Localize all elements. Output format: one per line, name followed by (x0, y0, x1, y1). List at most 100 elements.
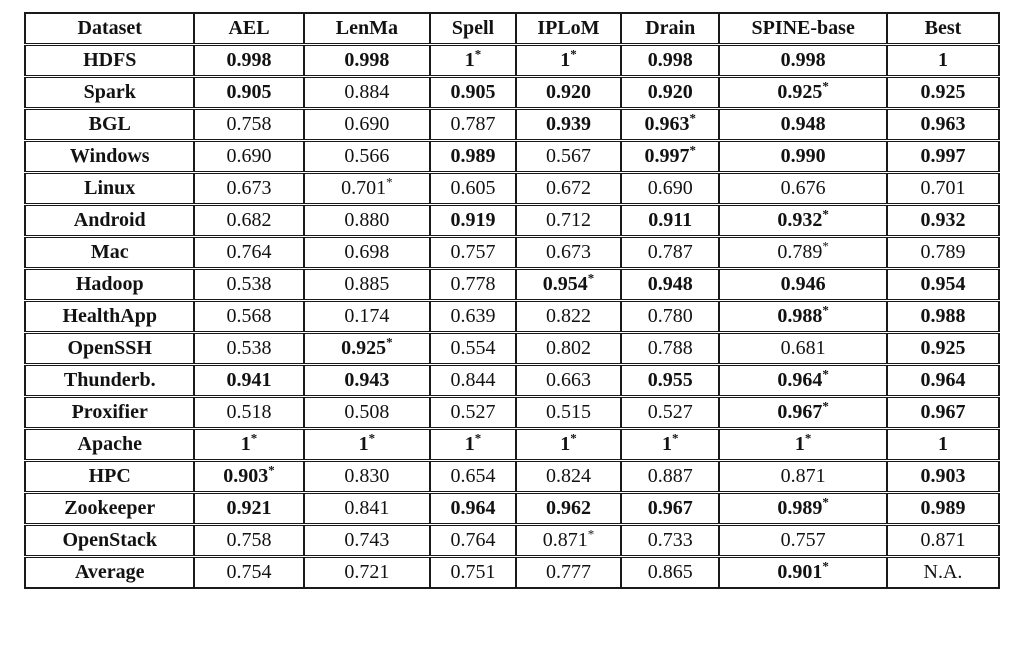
metric-value: 0.939 (545, 113, 591, 135)
metric-value-cell: 0.518 (194, 396, 305, 430)
metric-value: 0.527 (647, 401, 693, 423)
metric-value-cell: 0.682 (194, 204, 305, 238)
metric-value: 0.948 (780, 113, 826, 135)
metric-value: 0.998 (780, 49, 826, 71)
metric-value: 0.515 (545, 401, 591, 423)
metric-value-cell: 0.567 (515, 140, 623, 174)
metric-value-cell: 0.508 (303, 396, 432, 430)
metric-value-cell: 0.789 (886, 236, 1001, 270)
metric-value-cell: 0.777 (515, 556, 623, 589)
metric-value-cell: 0.690 (194, 140, 305, 174)
metric-value: 0.754 (226, 561, 272, 583)
metric-value-cell: 0.948 (621, 268, 721, 302)
metric-value-cell: 0.997 (886, 140, 1001, 174)
metric-value-cell: 0.822 (515, 300, 623, 334)
metric-value: 0.698 (344, 241, 390, 263)
metric-value: 0.871 (780, 465, 826, 487)
metric-value-cell: 0.920 (621, 76, 721, 110)
table-row: BGL 0.758 0.690 0.787 0.939 0.963* 0.948 0.963 (23, 108, 1001, 142)
metric-value: 0.764 (450, 529, 496, 551)
metric-value-cell: 1* (194, 428, 305, 462)
metric-value: 0.764 (226, 241, 272, 263)
metric-value: 0.925 (920, 81, 966, 103)
metric-value: 0.943 (344, 369, 390, 391)
metric-value: 0.690 (344, 113, 390, 135)
metric-value: 0.865 (647, 561, 693, 583)
metric-value-cell: 0.903* (194, 460, 305, 494)
metric-value-cell: 0.844 (430, 364, 517, 398)
metric-value-cell: 0.963 (886, 108, 1001, 142)
metric-value: 1 (794, 433, 805, 455)
column-header: LenMa (303, 12, 432, 46)
metric-value: 0.911 (648, 209, 693, 231)
metric-value-cell: 0.921 (194, 492, 305, 526)
metric-value-cell: 0.880 (303, 204, 432, 238)
metric-value-cell: 0.905 (194, 76, 305, 110)
best-marker: * (386, 174, 393, 190)
metric-value-cell: 0.901* (719, 556, 888, 589)
table-row: HDFS 0.998 0.998 1* 1* 0.998 0.998 1 (23, 44, 1001, 78)
metric-value: 0.901 (777, 561, 823, 583)
metric-value-cell: 0.964* (719, 364, 888, 398)
table-row: Proxifier 0.518 0.508 0.527 0.515 0.527 0.967*… (23, 396, 1001, 430)
metric-value-cell: 0.865 (621, 556, 721, 589)
metric-value: 0.802 (545, 337, 591, 359)
metric-value: 0.787 (450, 113, 496, 135)
metric-value: 0.733 (647, 529, 693, 551)
metric-value-cell: 0.830 (303, 460, 432, 494)
metric-value: 0.919 (450, 209, 496, 231)
metric-value: 0.905 (226, 81, 272, 103)
metric-value-cell: 0.948 (719, 108, 888, 142)
metric-value: 0.967 (920, 401, 966, 423)
table-body: HDFS 0.998 0.998 1* 1* 0.998 0.998 1 Spark 0.905 0… (23, 44, 1001, 589)
dataset-name-cell: Hadoop (23, 268, 196, 302)
best-marker: * (587, 526, 595, 542)
metric-value: 0.639 (450, 305, 496, 327)
column-header: SPINE-base (719, 12, 888, 46)
metric-value: 0.932 (777, 209, 823, 231)
dataset-name-cell: Linux (23, 172, 196, 206)
metric-value: 1 (560, 49, 571, 71)
metric-value: 0.830 (344, 465, 390, 487)
metric-value: 0.948 (647, 273, 693, 295)
metric-value: 0.964 (777, 369, 823, 391)
metric-value: 0.988 (777, 305, 823, 327)
metric-value: 0.538 (226, 273, 272, 295)
metric-value-cell: 0.654 (430, 460, 517, 494)
metric-value-cell: 0.527 (430, 396, 517, 430)
table-row: Windows 0.690 0.566 0.989 0.567 0.997* 0.990 0.… (23, 140, 1001, 174)
dataset-name-cell: OpenStack (23, 524, 196, 558)
dataset-name-cell: HealthApp (23, 300, 196, 334)
metric-value: 0.527 (450, 401, 496, 423)
metric-value: 0.920 (545, 81, 591, 103)
best-marker: * (570, 46, 577, 62)
metric-value-cell: 0.962 (515, 492, 623, 526)
table-row: Mac 0.764 0.698 0.757 0.673 0.787 0.789* 0.789 (23, 236, 1001, 270)
metric-value: 0.989 (450, 145, 496, 167)
table-row: Zookeeper 0.921 0.841 0.964 0.962 0.967 0.989*… (23, 492, 1001, 526)
metric-value-cell: 1* (719, 428, 888, 462)
metric-value-cell: 0.955 (621, 364, 721, 398)
metric-value: 1 (937, 433, 948, 455)
metric-value-cell: 0.967 (621, 492, 721, 526)
metric-value-cell: 1* (303, 428, 432, 462)
best-marker: * (474, 46, 482, 62)
metric-value: 0.920 (647, 81, 693, 103)
table-row: Linux 0.673 0.701* 0.605 0.672 0.690 0.676 0.70… (23, 172, 1001, 206)
metric-value: 0.997 (920, 145, 966, 167)
paper-page: Dataset AEL LenMa Spell IPLoM Drain SPINE-base… (23, 12, 1001, 589)
metric-value-cell: 0.988 (886, 300, 1001, 334)
metric-value-cell: 0.515 (515, 396, 623, 430)
metric-value-cell: 0.964 (430, 492, 517, 526)
metric-value-cell: 0.925* (303, 332, 432, 366)
metric-value: 0.921 (226, 497, 272, 519)
metric-value: 0.925 (920, 337, 966, 359)
table-row: Android 0.682 0.880 0.919 0.712 0.911 0.932* 0.… (23, 204, 1001, 238)
metric-value: 0.885 (344, 273, 390, 295)
metric-value: 0.712 (545, 209, 591, 231)
best-marker: * (671, 430, 679, 446)
metric-value-cell: 0.967* (719, 396, 888, 430)
metric-value: 1 (937, 49, 948, 71)
metric-value: 0.758 (226, 529, 272, 551)
metric-value: 0.663 (545, 369, 591, 391)
